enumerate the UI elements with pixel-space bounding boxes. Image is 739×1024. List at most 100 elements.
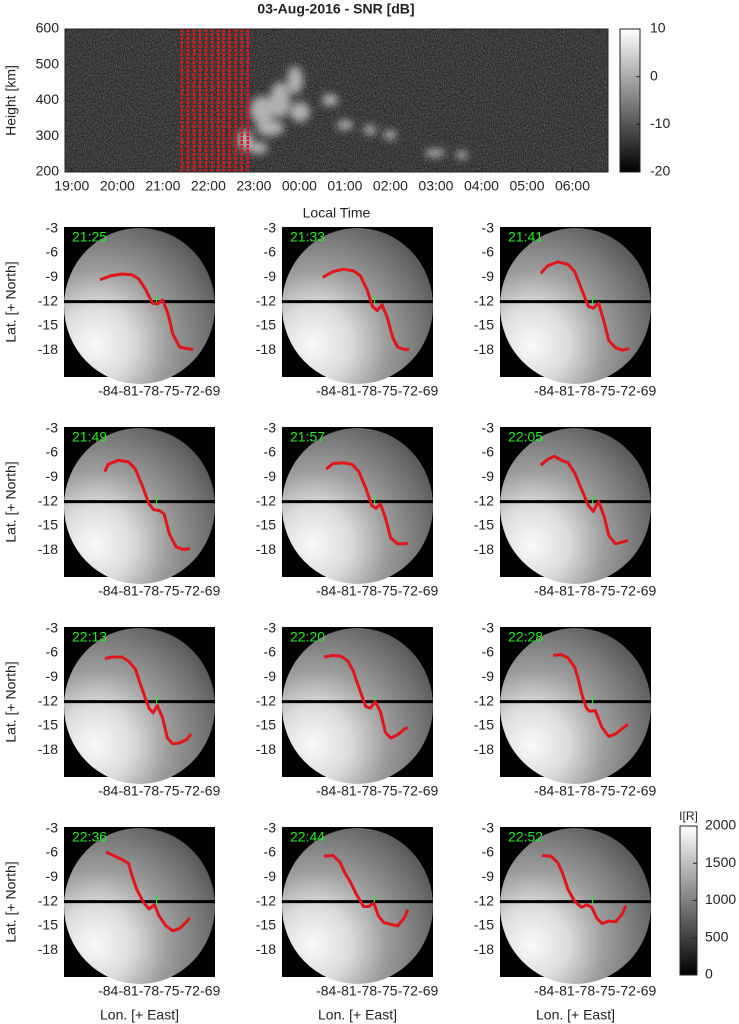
x-tick-label: -72 [180, 583, 200, 599]
x-tick-label: -81 [554, 583, 574, 599]
y-tick-label: -3 [482, 419, 495, 435]
x-tick-label: -72 [398, 983, 418, 999]
y-tick-label: 200 [36, 163, 60, 179]
panel-time: 21:41 [508, 229, 543, 245]
y-tick-label: -6 [482, 444, 495, 460]
y-tick-label: -3 [46, 819, 59, 835]
x-tick-label: -75 [377, 383, 397, 399]
y-tick-label: 500 [36, 55, 60, 71]
y-tick-label: -12 [38, 892, 58, 908]
y-tick-label: -6 [264, 444, 277, 460]
x-tick-label: -81 [336, 783, 356, 799]
sky-image [500, 428, 651, 584]
x-tick-label: -81 [336, 983, 356, 999]
x-tick-label: -81 [336, 383, 356, 399]
rti-title: 03-Aug-2016 - SNR [dB] [257, 1, 414, 17]
x-tick-label: -69 [636, 583, 656, 599]
echo [384, 130, 396, 140]
echo [287, 66, 303, 94]
x-tick-label: -84 [98, 983, 118, 999]
y-tick-label: -18 [256, 941, 276, 957]
y-tick-label: -6 [264, 244, 277, 260]
x-tick-label: -81 [118, 783, 138, 799]
echo [322, 94, 338, 106]
x-tick-label: -69 [418, 383, 438, 399]
y-tick-label: -3 [264, 419, 277, 435]
y-tick-label: -9 [46, 468, 59, 484]
x-tick-label: -69 [636, 383, 656, 399]
y-tick-label: -3 [46, 219, 59, 235]
x-tick-label: -75 [595, 783, 615, 799]
x-tick-label: 05:00 [509, 178, 544, 194]
y-tick-label: -12 [474, 492, 494, 508]
echo [364, 125, 376, 135]
y-tick-label: -18 [474, 541, 494, 557]
x-tick-label: -72 [616, 783, 636, 799]
y-tick-label: 400 [36, 91, 60, 107]
colorbar-tick-label: 2000 [705, 817, 736, 833]
x-tick-label: -75 [159, 983, 179, 999]
x-tick-label: -75 [595, 383, 615, 399]
x-tick-label: 04:00 [464, 178, 499, 194]
y-tick-label: -3 [264, 219, 277, 235]
y-tick-label: -15 [256, 717, 276, 733]
x-tick-label: -69 [200, 983, 220, 999]
y-tick-label: -15 [38, 517, 58, 533]
y-tick-label: -3 [264, 819, 277, 835]
sky-image [64, 428, 215, 584]
colorbar-tick-label: 10 [650, 20, 666, 36]
y-tick-label: -12 [38, 692, 58, 708]
boundary-curve [542, 853, 628, 925]
colorbar-tick-label: 1500 [705, 854, 736, 870]
x-tick-label: -75 [595, 583, 615, 599]
y-tick-label: -18 [38, 541, 58, 557]
y-tick-label: -15 [38, 917, 58, 933]
x-axis-label: Lon. [+ East] [536, 1007, 615, 1023]
x-tick-label: -81 [554, 383, 574, 399]
echo [256, 120, 284, 136]
boundary-curve [104, 655, 193, 746]
x-tick-label: -84 [534, 983, 554, 999]
x-tick-label: -72 [180, 783, 200, 799]
echo [248, 142, 268, 154]
sky-image [282, 428, 433, 584]
x-tick-label: -78 [575, 383, 595, 399]
x-tick-label: -69 [418, 583, 438, 599]
y-tick-label: 300 [36, 127, 60, 143]
y-tick-label: -12 [474, 292, 494, 308]
echo [250, 96, 274, 124]
y-tick-label: -9 [482, 868, 495, 884]
x-tick-label: -84 [98, 583, 118, 599]
y-tick-label: -15 [38, 717, 58, 733]
x-tick-label: -72 [616, 583, 636, 599]
x-tick-label: -69 [418, 783, 438, 799]
colorbar-tick-label: 0 [705, 966, 713, 982]
echo [425, 149, 445, 157]
y-tick-label: -6 [46, 844, 59, 860]
y-axis-label: Lat. [+ North] [3, 861, 19, 942]
x-tick-label: -69 [200, 783, 220, 799]
boundary-curve [105, 850, 191, 933]
x-tick-label: -72 [616, 383, 636, 399]
x-tick-label: 19:00 [54, 178, 89, 194]
echo [270, 82, 290, 118]
rti-echoes [237, 66, 468, 159]
panel-time: 22:20 [290, 629, 325, 645]
y-tick-label: -9 [264, 268, 277, 284]
x-axis-label: Local Time [303, 205, 371, 221]
x-tick-label: -78 [357, 383, 377, 399]
x-tick-label: -78 [575, 983, 595, 999]
panel-time: 22:05 [508, 429, 543, 445]
y-tick-label: -15 [256, 517, 276, 533]
x-tick-label: -81 [554, 983, 574, 999]
y-axis-label: Lat. [+ North] [3, 661, 19, 742]
sky-image [500, 628, 651, 784]
x-tick-label: -69 [200, 583, 220, 599]
x-tick-label: -78 [357, 583, 377, 599]
y-tick-label: -9 [482, 268, 495, 284]
y-tick-label: -18 [474, 341, 494, 357]
x-tick-label: -84 [534, 783, 554, 799]
y-tick-label: -3 [482, 219, 495, 235]
x-tick-label: -84 [534, 383, 554, 399]
x-tick-label: -72 [180, 983, 200, 999]
